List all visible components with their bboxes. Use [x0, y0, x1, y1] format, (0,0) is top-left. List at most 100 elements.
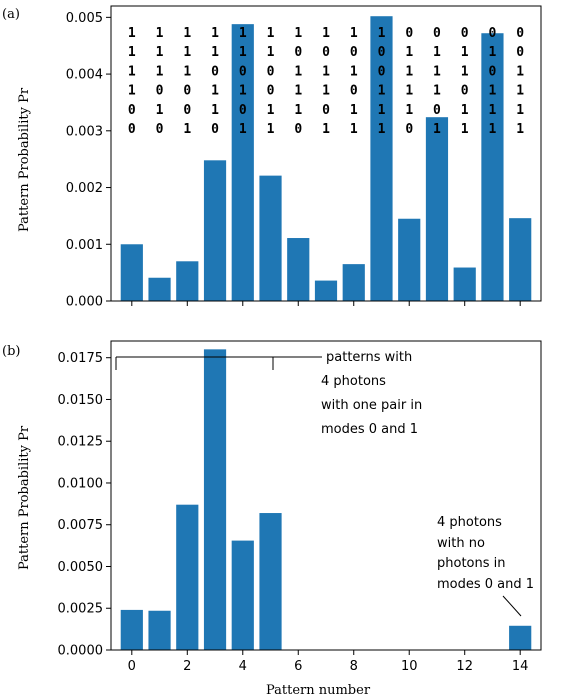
bar-pattern-14	[509, 218, 532, 301]
pattern-bit: 1	[433, 45, 441, 60]
bar-pattern-13	[481, 33, 504, 301]
pattern-bit: 0	[183, 103, 191, 118]
bar-pattern-14	[509, 625, 532, 650]
y-tick-label: 0.0150	[58, 393, 104, 408]
pattern-bit: 1	[322, 64, 330, 79]
panel-a-x-ticks	[131, 301, 521, 306]
pattern-bit: 0	[516, 26, 524, 41]
panel-a-plot-frame	[110, 5, 542, 302]
pattern-bit: 1	[433, 122, 441, 137]
x-axis-label: Pattern number	[266, 683, 371, 698]
pattern-bit: 1	[350, 64, 358, 79]
pattern-bit: 1	[128, 26, 136, 41]
pattern-bit: 0	[461, 26, 469, 41]
pattern-bit: 0	[489, 26, 497, 41]
annotation-nopairs-line-2: with no	[437, 536, 485, 551]
bar-pattern-0	[120, 609, 143, 650]
pattern-bit: 1	[128, 84, 136, 99]
annotation-pairs-line-1: patterns with	[326, 350, 412, 365]
panel-a-label: (a)	[2, 7, 20, 22]
bar-pattern-5	[259, 175, 282, 302]
pattern-bit: 0	[156, 122, 164, 137]
bar-pattern-8	[342, 264, 365, 302]
pattern-bit: 0	[516, 45, 524, 60]
pattern-bit: 0	[378, 45, 386, 60]
x-tick-label: 2	[183, 659, 191, 674]
annotation-bracket	[115, 356, 322, 370]
pattern-bit: 1	[156, 26, 164, 41]
pattern-bit: 0	[128, 122, 136, 137]
pattern-bit: 1	[294, 84, 302, 99]
pattern-bit: 1	[156, 103, 164, 118]
panel-b: (b) Pattern Probability Pr 0.00000.00250…	[2, 340, 542, 698]
pattern-bit: 1	[461, 122, 469, 137]
pattern-bit: 1	[239, 84, 247, 99]
y-tick-label: 0.000	[66, 295, 103, 310]
y-tick-label: 0.005	[66, 11, 103, 26]
pattern-bit: 1	[489, 122, 497, 137]
bar-pattern-2	[176, 504, 199, 650]
pattern-bit: 1	[461, 45, 469, 60]
bar-pattern-1	[148, 610, 171, 650]
bar-pattern-5	[259, 513, 282, 650]
pattern-bit: 0	[350, 84, 358, 99]
pattern-bit: 1	[267, 26, 275, 41]
pattern-bit: 1	[489, 84, 497, 99]
pattern-bit: 0	[461, 84, 469, 99]
pattern-bit: 1	[267, 122, 275, 137]
pattern-bit: 0	[294, 122, 302, 137]
pattern-bit: 0	[156, 84, 164, 99]
pattern-bit: 1	[350, 26, 358, 41]
y-tick-label: 0.003	[66, 124, 103, 139]
bar-pattern-3	[203, 349, 227, 650]
y-tick-label: 0.002	[66, 181, 103, 196]
pattern-bit: 1	[405, 103, 413, 118]
pattern-bit: 1	[211, 45, 219, 60]
y-tick-label: 0.0175	[58, 351, 104, 366]
annotation-pairs-line-3: with one pair in	[321, 398, 422, 413]
pattern-bit: 1	[516, 84, 524, 99]
pattern-bit: 1	[350, 103, 358, 118]
pattern-bit: 1	[461, 103, 469, 118]
pattern-bit: 1	[183, 122, 191, 137]
bar-pattern-2	[176, 261, 199, 301]
annotation-pairs-line-2: 4 photons	[321, 374, 386, 389]
panel-b-y-ticks: 0.0000 0.0025 0.0050 0.0075 0.0100 0.0125 0.01…	[58, 351, 111, 659]
pattern-bit: 1	[128, 64, 136, 79]
pattern-bit: 1	[267, 103, 275, 118]
bar-pattern-1	[148, 277, 171, 301]
pattern-bit: 1	[322, 26, 330, 41]
pattern-bit: 1	[322, 84, 330, 99]
pattern-bit: 1	[239, 122, 247, 137]
y-tick-label: 0.0000	[58, 644, 104, 659]
bar-pattern-0	[120, 244, 143, 301]
pattern-bit: 0	[267, 84, 275, 99]
pattern-bit: 0	[267, 64, 275, 79]
pattern-bit: 1	[378, 103, 386, 118]
bar-pattern-10	[398, 218, 421, 301]
pattern-bit: 0	[239, 103, 247, 118]
y-tick-label: 0.001	[66, 238, 103, 253]
pattern-bit: 0	[211, 64, 219, 79]
pattern-bit: 1	[294, 103, 302, 118]
x-tick-label: 8	[350, 659, 358, 674]
pattern-bit: 1	[461, 64, 469, 79]
pattern-bit: 1	[516, 103, 524, 118]
panel-b-x-ticks: 0 2 4 6 8 10 12 14	[128, 650, 528, 674]
pattern-bit: 0	[405, 122, 413, 137]
bar-pattern-12	[453, 267, 476, 301]
pattern-bit: 1	[433, 64, 441, 79]
panel-b-label: (b)	[2, 344, 20, 359]
pattern-bit: 1	[183, 26, 191, 41]
x-tick-label: 4	[239, 659, 247, 674]
pattern-bit: 0	[378, 64, 386, 79]
panel-a: (a) Pattern Probability Pr 1111001110101…	[2, 5, 542, 310]
y-tick-label: 0.0075	[58, 518, 104, 533]
x-tick-label: 0	[128, 659, 136, 674]
y-tick-label: 0.0025	[58, 602, 104, 617]
panel-a-bit-patterns: 1 1 1 1 0 0 1 1 1 0 1 0 1 1 1 0 0 1 1 1 0 1 1 0 1 1 0 1 0 1 1 1 0 0 1 1 1 0 1 1…	[128, 26, 524, 137]
bar-pattern-9	[370, 16, 393, 302]
pattern-bit: 1	[489, 45, 497, 60]
pattern-bit: 0	[433, 103, 441, 118]
pattern-bit: 1	[156, 64, 164, 79]
